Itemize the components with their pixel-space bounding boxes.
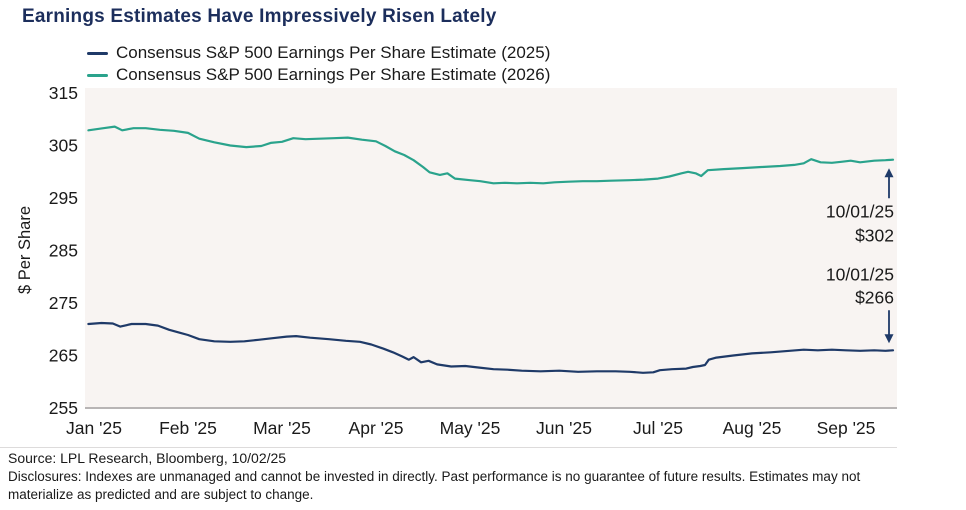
x-tick-label: Aug '25 (723, 418, 782, 438)
x-tick-label: Jul '25 (633, 418, 683, 438)
disclosures-line-2: materialize as predicted and are subject… (8, 486, 314, 502)
legend-swatch-2025-icon (87, 51, 108, 55)
y-tick-label: 265 (49, 346, 78, 366)
annotation-arrow-down-icon (884, 334, 894, 344)
x-tick-label: Feb '25 (159, 418, 217, 438)
legend-label-2025: Consensus S&P 500 Earnings Per Share Est… (116, 43, 551, 62)
x-tick-label: Jan '25 (66, 418, 122, 438)
legend-label-2026: Consensus S&P 500 Earnings Per Share Est… (116, 65, 551, 84)
x-tick-label: Apr '25 (349, 418, 404, 438)
y-tick-label: 275 (49, 293, 78, 313)
y-tick-label: 255 (49, 398, 78, 418)
legend-item-2025: Consensus S&P 500 Earnings Per Share Est… (87, 42, 550, 64)
series-line-2025 (87, 321, 895, 374)
chart-bottom-rule (0, 447, 897, 448)
x-tick-label: Mar '25 (253, 418, 311, 438)
chart-title: Earnings Estimates Have Impressively Ris… (22, 6, 497, 27)
disclosures: Disclosures: Indexes are unmanaged and c… (8, 468, 960, 504)
x-tick-label: Sep '25 (817, 418, 876, 438)
source-line: Source: LPL Research, Bloomberg, 10/02/2… (8, 450, 287, 466)
plot-background (85, 88, 897, 408)
disclosures-line-1: Disclosures: Indexes are unmanaged and c… (8, 469, 861, 484)
annotation-date: 10/01/25 (826, 264, 894, 284)
annotation-arrow-up-icon (884, 168, 894, 178)
legend-item-2026: Consensus S&P 500 Earnings Per Share Est… (87, 64, 550, 86)
legend-swatch-2026-icon (87, 73, 108, 77)
y-tick-label: 295 (49, 188, 78, 208)
annotation-date: 10/01/25 (826, 201, 894, 221)
y-tick-label: 305 (49, 136, 78, 156)
annotation-value: $302 (855, 225, 894, 245)
x-tick-label: Jun '25 (536, 418, 592, 438)
x-tick-label: May '25 (440, 418, 501, 438)
y-tick-label: 315 (49, 83, 78, 103)
series-line-2026 (87, 125, 895, 185)
annotation-value: $266 (855, 287, 894, 307)
y-tick-label: 285 (49, 241, 78, 261)
y-axis-title: $ Per Share (16, 206, 34, 294)
legend: Consensus S&P 500 Earnings Per Share Est… (87, 42, 550, 86)
